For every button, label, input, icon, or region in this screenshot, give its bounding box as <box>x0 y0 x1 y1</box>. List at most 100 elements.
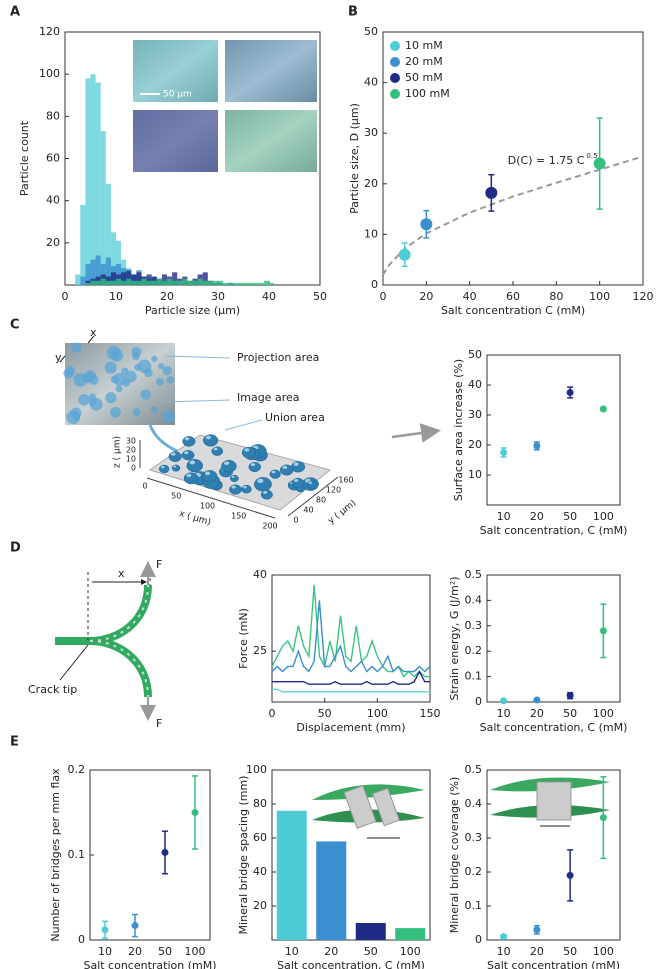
particle <box>241 484 252 494</box>
x-tick-label: 30 <box>211 290 225 303</box>
y-axis-label: Number of bridges per mm flax <box>49 768 62 942</box>
particle <box>229 474 239 482</box>
x-tick-label: 100 <box>589 290 610 303</box>
x-tick-label: 10 <box>285 945 299 958</box>
particle <box>202 470 218 483</box>
histogram-bar <box>100 131 106 285</box>
histogram-bar <box>192 280 198 285</box>
y-tick-label: 0.1 <box>68 848 86 861</box>
histogram-bar <box>172 280 178 285</box>
particle <box>158 363 165 370</box>
particles <box>63 342 176 425</box>
legend-marker <box>390 89 400 99</box>
x-axis-label: Salt concentration, C (mM) <box>480 524 628 537</box>
particle <box>156 377 164 386</box>
histogram-bar <box>207 280 213 285</box>
histogram-bar <box>202 280 208 285</box>
y-axis-label: Particle size, D (μm) <box>348 103 361 214</box>
surface-plane <box>148 434 332 511</box>
particle <box>203 434 219 447</box>
histogram-bar <box>177 280 183 285</box>
y-axis-label: Strain energy, G (J/m²) <box>448 576 461 700</box>
crack-diagram: D x F F Crack tip <box>10 541 162 731</box>
particle <box>89 397 103 411</box>
x-tick-label: 40 <box>262 290 276 303</box>
histogram-bar <box>95 255 101 285</box>
y-tick-label: 0.1 <box>465 899 483 912</box>
x-tick-label: 50 <box>318 707 332 720</box>
plot-frame <box>271 769 431 941</box>
histogram-bar <box>110 280 116 285</box>
histogram-bar <box>253 282 259 285</box>
y-tick-label: 50 <box>364 25 378 38</box>
overlay <box>225 40 317 102</box>
y-tick-label: 160 <box>338 476 353 485</box>
y-tick-label: 60 <box>253 831 267 844</box>
highlight <box>243 485 247 489</box>
histogram-bar <box>172 272 178 285</box>
histogram-bar <box>116 240 122 285</box>
x-tick-label: 50 <box>313 290 327 303</box>
label: F <box>156 717 162 730</box>
particle <box>151 355 158 362</box>
panel-label: E <box>10 735 19 750</box>
particle <box>221 459 237 473</box>
histogram-bar <box>95 280 101 285</box>
point <box>533 926 541 934</box>
x-tick-label: 10 <box>497 945 511 958</box>
histogram-bar <box>105 257 111 285</box>
point <box>533 442 541 450</box>
highlight <box>308 481 312 484</box>
legend-marker <box>390 41 400 51</box>
particle <box>162 409 176 423</box>
highlight <box>205 435 211 440</box>
point <box>599 627 607 635</box>
histogram-bar <box>90 74 96 286</box>
particle <box>182 436 196 447</box>
histogram-bar <box>161 274 167 285</box>
highlight <box>186 473 192 478</box>
overlay <box>225 110 317 172</box>
particle <box>168 451 182 462</box>
x-tick-label: 100 <box>200 502 215 511</box>
histogram-bar <box>233 282 239 285</box>
particle <box>124 370 137 383</box>
axis-label: x ( μm) <box>178 509 212 528</box>
axis-arrow <box>59 355 66 363</box>
y-tick-label: 20 <box>364 177 378 190</box>
legend-label: 10 mM <box>405 39 443 52</box>
adherend <box>55 584 152 645</box>
bridge <box>536 781 572 821</box>
histogram-bar <box>110 232 116 285</box>
y-tick-label: 30 <box>468 408 482 421</box>
y-tick-label: 0.5 <box>465 568 483 581</box>
x-tick-label: 100 <box>593 510 614 523</box>
axis-arrow <box>87 335 95 344</box>
y-tick-label: 20 <box>46 236 60 249</box>
leaf <box>312 784 425 800</box>
highlight <box>184 437 190 441</box>
y-tick-label: 60 <box>46 152 60 165</box>
x-tick-label: 10 <box>497 510 511 523</box>
legend-label: 20 mM <box>405 55 443 68</box>
x-tick-label: 20 <box>324 945 338 958</box>
histogram-bar <box>146 280 152 285</box>
histogram-bar <box>238 282 244 285</box>
histogram-bar <box>131 280 137 285</box>
point <box>398 248 411 261</box>
particle <box>186 459 203 473</box>
annotation-superscript: 0.5 <box>586 152 597 160</box>
y-tick-label: 0 <box>78 933 85 946</box>
histogram-bar <box>131 274 137 285</box>
point <box>533 696 541 704</box>
highlight <box>293 462 299 466</box>
x-axis <box>146 477 276 519</box>
label: Image area <box>237 391 299 404</box>
label: Crack tip <box>28 683 77 696</box>
fit-curve <box>382 155 644 276</box>
highlight <box>294 479 299 483</box>
x-tick-label: 200 <box>262 522 277 531</box>
plot-frame <box>271 574 431 703</box>
